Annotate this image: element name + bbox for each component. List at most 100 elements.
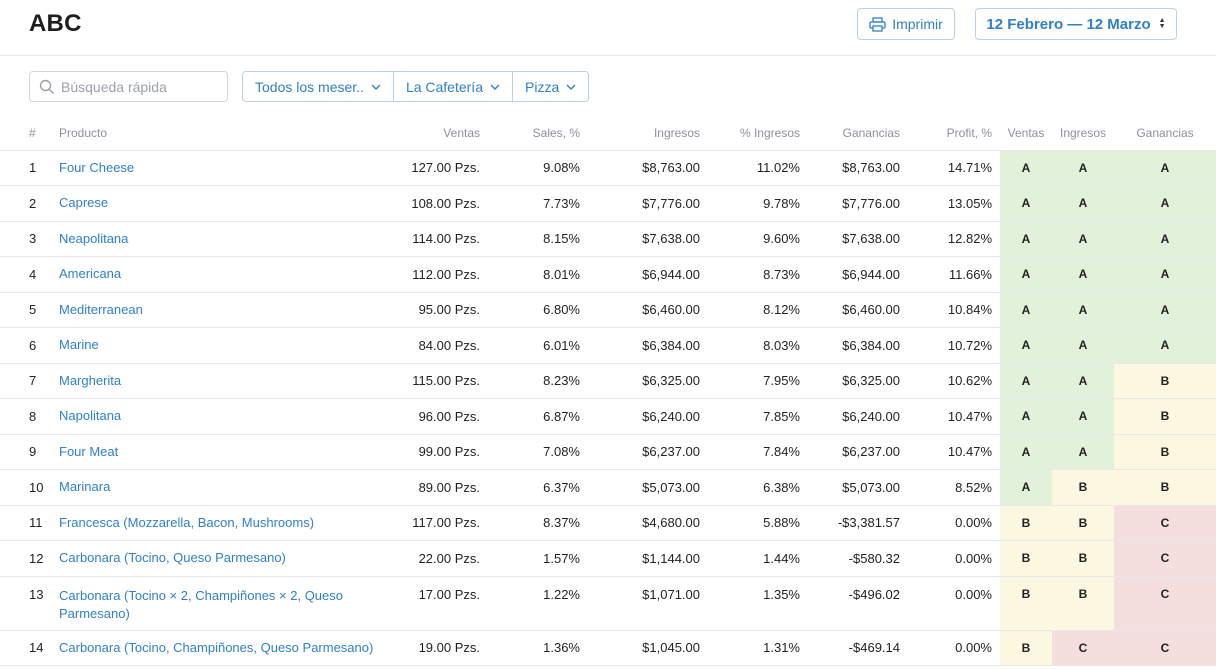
profit-value: $7,776.00 — [800, 185, 900, 222]
abc-revenue-grade: A — [1052, 327, 1114, 364]
table-row[interactable]: 14 Carbonara (Tocino, Champiñones, Queso … — [0, 630, 1216, 666]
table-row[interactable]: 4 Americana 112.00 Pzs. 8.01% $6,944.00 8.73%… — [0, 256, 1216, 293]
table-row[interactable]: 10 Marinara 89.00 Pzs. 6.37% $5,073.00 6.38% $… — [0, 469, 1216, 506]
search-input[interactable] — [61, 78, 221, 95]
col-header-abc-revenue[interactable]: Ingresos — [1052, 117, 1114, 151]
product-link[interactable]: Carbonara (Tocino, Champiñones, Queso Pa… — [59, 639, 374, 655]
table-row[interactable]: 3 Neapolitana 114.00 Pzs. 8.15% $7,638.00 9.6… — [0, 221, 1216, 257]
product-link[interactable]: Francesca (Mozzarella, Bacon, Mushrooms) — [59, 514, 315, 530]
col-header-profit-pct[interactable]: Profit, % — [900, 117, 1000, 151]
product-link[interactable]: Neapolitana — [59, 230, 129, 246]
product-link[interactable]: Caprese — [59, 195, 109, 211]
product-cell: Mediterranean — [59, 292, 380, 328]
abc-profit-grade: A — [1114, 292, 1216, 328]
sales-value: 112.00 Pzs. — [380, 256, 480, 293]
product-cell: Caprese — [59, 185, 380, 222]
row-number: 6 — [0, 327, 59, 364]
revenue-pct-value: 5.88% — [700, 505, 800, 541]
abc-revenue-grade: C — [1052, 630, 1114, 666]
sales-pct-value: 8.37% — [480, 505, 580, 541]
date-range-label: 12 Febrero — 12 Marzo — [986, 15, 1151, 33]
abc-revenue-grade: A — [1052, 292, 1114, 328]
sales-value: 17.00 Pzs. — [380, 576, 480, 631]
revenue-pct-value: 1.35% — [700, 576, 800, 631]
sales-value: 108.00 Pzs. — [380, 185, 480, 222]
col-header-profit[interactable]: Ganancias — [800, 117, 900, 151]
abc-sales-grade: B — [1000, 540, 1052, 577]
abc-profit-grade: C — [1114, 540, 1216, 577]
table-row[interactable]: 12 Carbonara (Tocino, Queso Parmesano) 22.… — [0, 540, 1216, 577]
row-number: 14 — [0, 630, 59, 666]
product-link[interactable]: Marinara — [59, 479, 111, 495]
col-header-revenue-pct[interactable]: % Ingresos — [700, 117, 800, 151]
sales-pct-value: 6.37% — [480, 469, 580, 506]
table-row[interactable]: 5 Mediterranean 95.00 Pzs. 6.80% $6,460.00 8.… — [0, 292, 1216, 328]
revenue-value: $6,237.00 — [580, 434, 700, 470]
table-row[interactable]: 11 Francesca (Mozzarella, Bacon, Mushroom… — [0, 505, 1216, 541]
product-cell: Napolitana — [59, 398, 380, 435]
sales-value: 96.00 Pzs. — [380, 398, 480, 435]
profit-value: $6,325.00 — [800, 363, 900, 399]
revenue-value: $8,763.00 — [580, 150, 700, 186]
profit-pct-value: 0.00% — [900, 505, 1000, 541]
col-header-abc-profit[interactable]: Ganancias — [1114, 117, 1216, 151]
filter-category-dropdown[interactable]: Pizza — [513, 72, 589, 101]
col-header-number[interactable]: # — [0, 117, 59, 151]
table-row[interactable]: 9 Four Meat 99.00 Pzs. 7.08% $6,237.00 7.84% $… — [0, 434, 1216, 470]
col-header-product[interactable]: Producto — [59, 117, 380, 151]
table-row[interactable]: 8 Napolitana 96.00 Pzs. 6.87% $6,240.00 7.85%… — [0, 398, 1216, 435]
filter-category-label: Pizza — [525, 78, 560, 95]
revenue-value: $1,144.00 — [580, 540, 700, 577]
product-cell: Carbonara (Tocino, Queso Parmesano) — [59, 540, 380, 577]
table-row[interactable]: 6 Marine 84.00 Pzs. 6.01% $6,384.00 8.03% $6,3… — [0, 327, 1216, 364]
abc-revenue-grade: B — [1052, 505, 1114, 541]
product-link[interactable]: Napolitana — [59, 408, 122, 424]
filter-waiters-dropdown[interactable]: Todos los meser.. — [243, 72, 394, 101]
col-header-sales[interactable]: Ventas — [380, 117, 480, 151]
revenue-value: $6,944.00 — [580, 256, 700, 293]
profit-pct-value: 8.52% — [900, 469, 1000, 506]
product-link[interactable]: Americana — [59, 266, 122, 282]
search-box[interactable] — [29, 71, 228, 102]
sales-pct-value: 8.15% — [480, 221, 580, 257]
product-link[interactable]: Four Cheese — [59, 159, 135, 175]
abc-profit-grade: A — [1114, 256, 1216, 293]
sales-pct-value: 9.08% — [480, 150, 580, 186]
col-header-revenue[interactable]: Ingresos — [580, 117, 700, 151]
abc-profit-grade: B — [1114, 469, 1216, 506]
profit-value: $6,384.00 — [800, 327, 900, 364]
product-link[interactable]: Carbonara (Tocino × 2, Champiñones × 2, … — [59, 587, 344, 621]
date-range-selector[interactable]: 12 Febrero — 12 Marzo ▲ ▼ — [975, 8, 1177, 40]
sales-value: 22.00 Pzs. — [380, 540, 480, 577]
chevron-down-icon — [371, 84, 381, 90]
table-row[interactable]: 13 Carbonara (Tocino × 2, Champiñones × 2… — [0, 576, 1216, 631]
product-link[interactable]: Mediterranean — [59, 301, 143, 317]
abc-revenue-grade: A — [1052, 185, 1114, 222]
sales-value: 89.00 Pzs. — [380, 469, 480, 506]
filter-location-dropdown[interactable]: La Cafetería — [393, 72, 513, 101]
revenue-pct-value: 8.12% — [700, 292, 800, 328]
sort-updown-icon: ▲ ▼ — [1158, 17, 1166, 30]
product-link[interactable]: Marine — [59, 337, 99, 353]
revenue-pct-value: 9.78% — [700, 185, 800, 222]
abc-profit-grade: B — [1114, 363, 1216, 399]
col-header-sales-pct[interactable]: Sales, % — [480, 117, 580, 151]
product-link[interactable]: Margherita — [59, 372, 122, 388]
table-row[interactable]: 1 Four Cheese 127.00 Pzs. 9.08% $8,763.00 11.… — [0, 150, 1216, 186]
product-link[interactable]: Carbonara (Tocino, Queso Parmesano) — [59, 550, 286, 566]
abc-revenue-grade: A — [1052, 363, 1114, 399]
print-button[interactable]: Imprimir — [857, 8, 955, 40]
row-number: 5 — [0, 292, 59, 328]
abc-profit-grade: A — [1114, 185, 1216, 222]
row-number: 11 — [0, 505, 59, 541]
table-row[interactable]: 7 Margherita 115.00 Pzs. 8.23% $6,325.00 7.95… — [0, 363, 1216, 399]
abc-sales-grade: A — [1000, 469, 1052, 506]
table-row[interactable]: 2 Caprese 108.00 Pzs. 7.73% $7,776.00 9.78% $7… — [0, 185, 1216, 222]
col-header-abc-sales[interactable]: Ventas — [1000, 117, 1052, 151]
sales-value: 115.00 Pzs. — [380, 363, 480, 399]
profit-pct-value: 0.00% — [900, 630, 1000, 666]
profit-pct-value: 10.84% — [900, 292, 1000, 328]
product-link[interactable]: Four Meat — [59, 443, 119, 459]
sales-pct-value: 1.57% — [480, 540, 580, 577]
page-header: ABC Imprimir 12 Febrero — 12 Marzo ▲ ▼ — [0, 0, 1216, 56]
